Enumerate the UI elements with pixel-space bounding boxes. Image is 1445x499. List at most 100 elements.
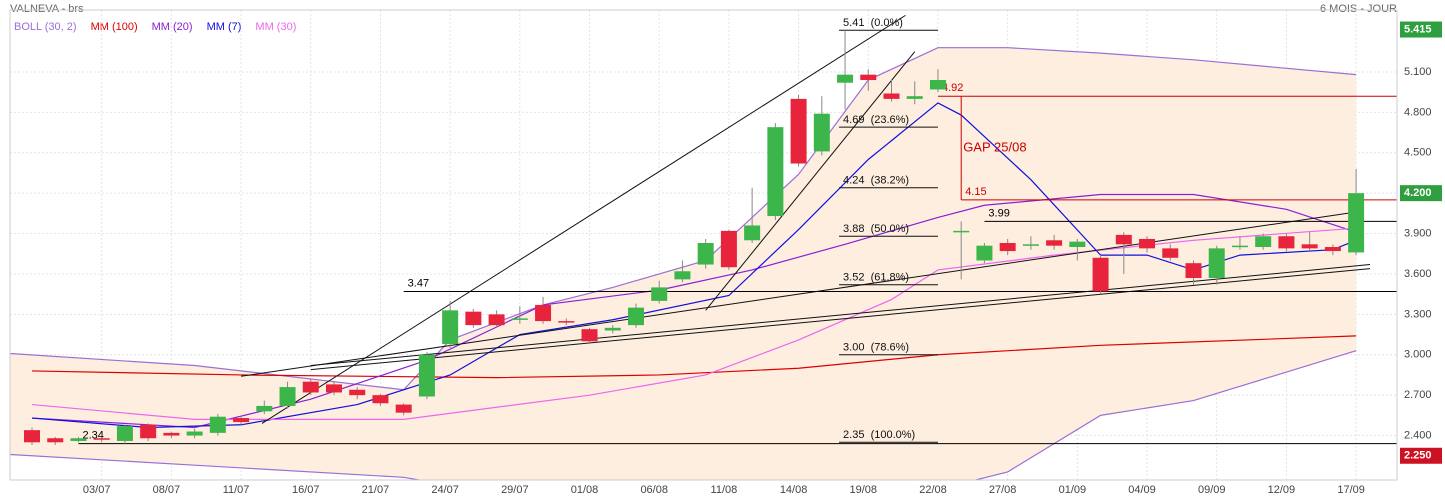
legend: BOLL (30, 2) MM (100) MM (20) MM (7) MM (30) [14, 21, 296, 33]
chart-title: VALNEVA - brs [10, 3, 84, 15]
fibonacci-label: 4.69 (23.6%) [843, 114, 909, 126]
candle-body [767, 127, 784, 217]
candle-body [790, 98, 807, 164]
candle-body [325, 384, 342, 393]
x-tick-label: 21/07 [362, 484, 390, 496]
level-label: 3.99 [988, 207, 1009, 219]
candle-body [163, 432, 180, 436]
bollinger-fill [10, 47, 1357, 480]
bollinger-lower [10, 350, 1357, 480]
axes: 2.400 2.700 3.000 3.300 3.600 3.900 4.200 4.500… [83, 21, 1442, 496]
fibonacci-label: 4.24 (38.2%) [843, 175, 909, 187]
candle-body [140, 424, 157, 439]
candle-body [209, 416, 226, 433]
candle-body [1139, 238, 1156, 249]
candle-body [906, 96, 923, 99]
candle-body [929, 80, 946, 90]
candle-body [1231, 245, 1248, 248]
price-tag [1400, 447, 1442, 464]
candle-body [860, 74, 877, 81]
x-tick-label: 06/08 [640, 484, 668, 496]
x-tick-label: 09/09 [1198, 484, 1226, 496]
x-tick-label: 01/08 [571, 484, 599, 496]
price-tag [1400, 185, 1442, 202]
trend-line [240, 211, 1357, 377]
plot-frame [9, 9, 1398, 481]
price-tag [1400, 21, 1442, 38]
candle-body [744, 225, 761, 241]
candle-body [720, 230, 737, 268]
legend-entry: MM (20) [152, 21, 193, 33]
candle-body [1162, 248, 1179, 258]
fibonacci-label: 5.41 (0.0%) [843, 17, 903, 29]
candle-body [999, 242, 1016, 252]
candle-body [442, 310, 459, 344]
candle-body [604, 327, 621, 331]
candle-body [1022, 244, 1039, 246]
x-tick-label: 24/07 [431, 484, 459, 496]
candle-body [953, 230, 970, 233]
x-tick-label: 22/08 [919, 484, 947, 496]
x-tick-label: 12/09 [1268, 484, 1296, 496]
fibonacci-label: 3.88 (50.0%) [843, 223, 909, 235]
candle-body [837, 74, 854, 83]
moving-average [31, 335, 1357, 379]
y-tick-label: 4.500 [1404, 147, 1432, 159]
candle-body [93, 438, 110, 440]
y-tick-label: 2.400 [1404, 429, 1432, 441]
candle-body [349, 389, 366, 396]
trend-line [310, 268, 1371, 371]
candle-body [976, 245, 993, 261]
candle-body [1046, 240, 1063, 246]
price-tag-label: 4.200 [1404, 187, 1432, 199]
legend-entry: MM (7) [207, 21, 242, 33]
candle-body [1185, 263, 1202, 278]
candle-body [558, 321, 575, 323]
candle-body [535, 304, 552, 322]
candle-body [1115, 234, 1132, 245]
candle-body [279, 387, 296, 406]
y-tick-label: 4.800 [1404, 106, 1432, 118]
fibonacci-label: 3.00 (78.6%) [843, 342, 909, 354]
candle-body [372, 395, 389, 404]
price-tag-label: 2.250 [1404, 450, 1432, 462]
y-tick-label: 3.600 [1404, 268, 1432, 280]
candle-body [1324, 247, 1341, 252]
candle-body [116, 426, 133, 441]
candle-body [674, 271, 691, 280]
candle-body [395, 404, 412, 413]
trend-line [261, 14, 906, 424]
level-label: 4.92 [942, 82, 963, 94]
candle-body [1255, 236, 1272, 248]
candle-body [697, 242, 714, 265]
y-tick-label: 5.100 [1404, 66, 1432, 78]
x-tick-label: 19/08 [850, 484, 878, 496]
candle-body [813, 113, 830, 152]
x-tick-label: 01/09 [1059, 484, 1087, 496]
candle-body [24, 430, 40, 443]
moving-average [31, 193, 1357, 429]
candle-body [511, 318, 528, 320]
x-tick-label: 29/07 [501, 484, 529, 496]
level-label: 3.47 [408, 277, 429, 289]
fibonacci-label: 2.35 (100.0%) [843, 429, 915, 441]
candle-body [47, 438, 64, 443]
x-tick-label: 04/09 [1128, 484, 1156, 496]
y-tick-label: 2.700 [1404, 389, 1432, 401]
y-tick-label: 3.300 [1404, 308, 1432, 320]
plot: 5.41 (0.0%) 4.69 (23.6%) 4.24 (38.2%) 3.88 … [10, 10, 1397, 480]
candle-body [1278, 236, 1295, 249]
candle-body [488, 314, 505, 326]
y-tick-label: 3.000 [1404, 349, 1432, 361]
period: 6 MOIS - JOUR [1320, 3, 1397, 15]
x-tick-label: 11/07 [223, 484, 250, 496]
candle-body [302, 381, 319, 393]
level-label: 4.15 [965, 186, 986, 198]
candle-body [186, 431, 203, 436]
candle-body [70, 438, 87, 441]
candle-body [1348, 193, 1365, 253]
trend-line [705, 51, 916, 311]
gap-label: GAP 25/08 [963, 139, 1026, 154]
candle-body [1301, 244, 1318, 249]
legend-entry: MM (100) [91, 21, 138, 33]
